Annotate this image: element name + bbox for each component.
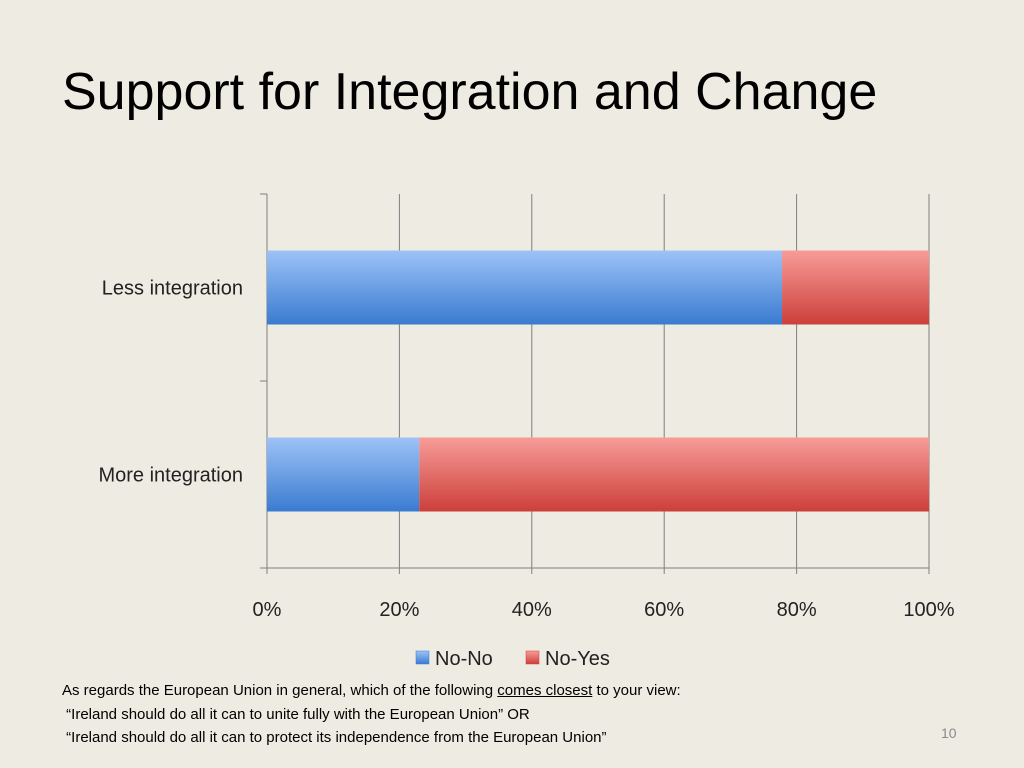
- bars: [267, 250, 929, 512]
- bar-no-yes-more-integration: [419, 437, 929, 512]
- x-tick-labels: 0% 20% 40% 60% 80% 100%: [253, 599, 955, 621]
- category-label: More integration: [98, 465, 243, 487]
- legend: No-No No-Yes: [415, 648, 610, 670]
- slide-number: 10: [941, 725, 957, 741]
- caption-line-1-after: to your view:: [592, 682, 681, 699]
- caption-line-2: “Ireland should do all it can to unite f…: [62, 705, 530, 723]
- x-tick-label: 0%: [253, 599, 282, 621]
- legend-label-no-yes: No-Yes: [545, 648, 610, 670]
- x-tick-label: 100%: [903, 599, 954, 621]
- legend-swatch-no-yes: [525, 650, 540, 665]
- category-label: Less integration: [102, 278, 243, 300]
- bar-no-no-more-integration: [267, 437, 420, 512]
- x-tick-label: 60%: [644, 599, 684, 621]
- bar-no-no-less-integration: [267, 250, 783, 325]
- axes: [260, 193, 929, 569]
- caption-line-1-before: As regards the European Union in general…: [62, 682, 498, 699]
- caption-underlined-phrase: comes closest: [497, 682, 593, 699]
- legend-label-no-no: No-No: [435, 648, 493, 670]
- caption-line-1: As regards the European Union in general…: [62, 679, 681, 703]
- legend-swatch-no-no: [415, 650, 430, 665]
- bar-no-yes-less-integration: [782, 250, 929, 325]
- question-caption: As regards the European Union in general…: [62, 679, 681, 750]
- x-tick-label: 40%: [512, 599, 552, 621]
- x-tick-label: 20%: [379, 599, 419, 621]
- slide-title: Support for Integration and Change: [62, 63, 878, 121]
- caption-line-3: “Ireland should do all it can to protect…: [62, 729, 607, 746]
- x-tick-label: 80%: [777, 599, 817, 621]
- category-labels: Less integration More integration: [98, 278, 243, 487]
